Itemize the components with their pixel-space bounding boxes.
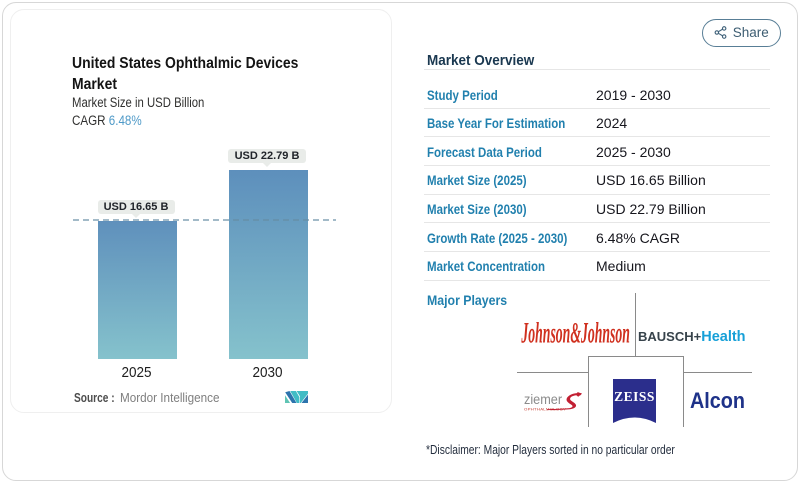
svg-text:ZEISS: ZEISS (614, 389, 655, 404)
